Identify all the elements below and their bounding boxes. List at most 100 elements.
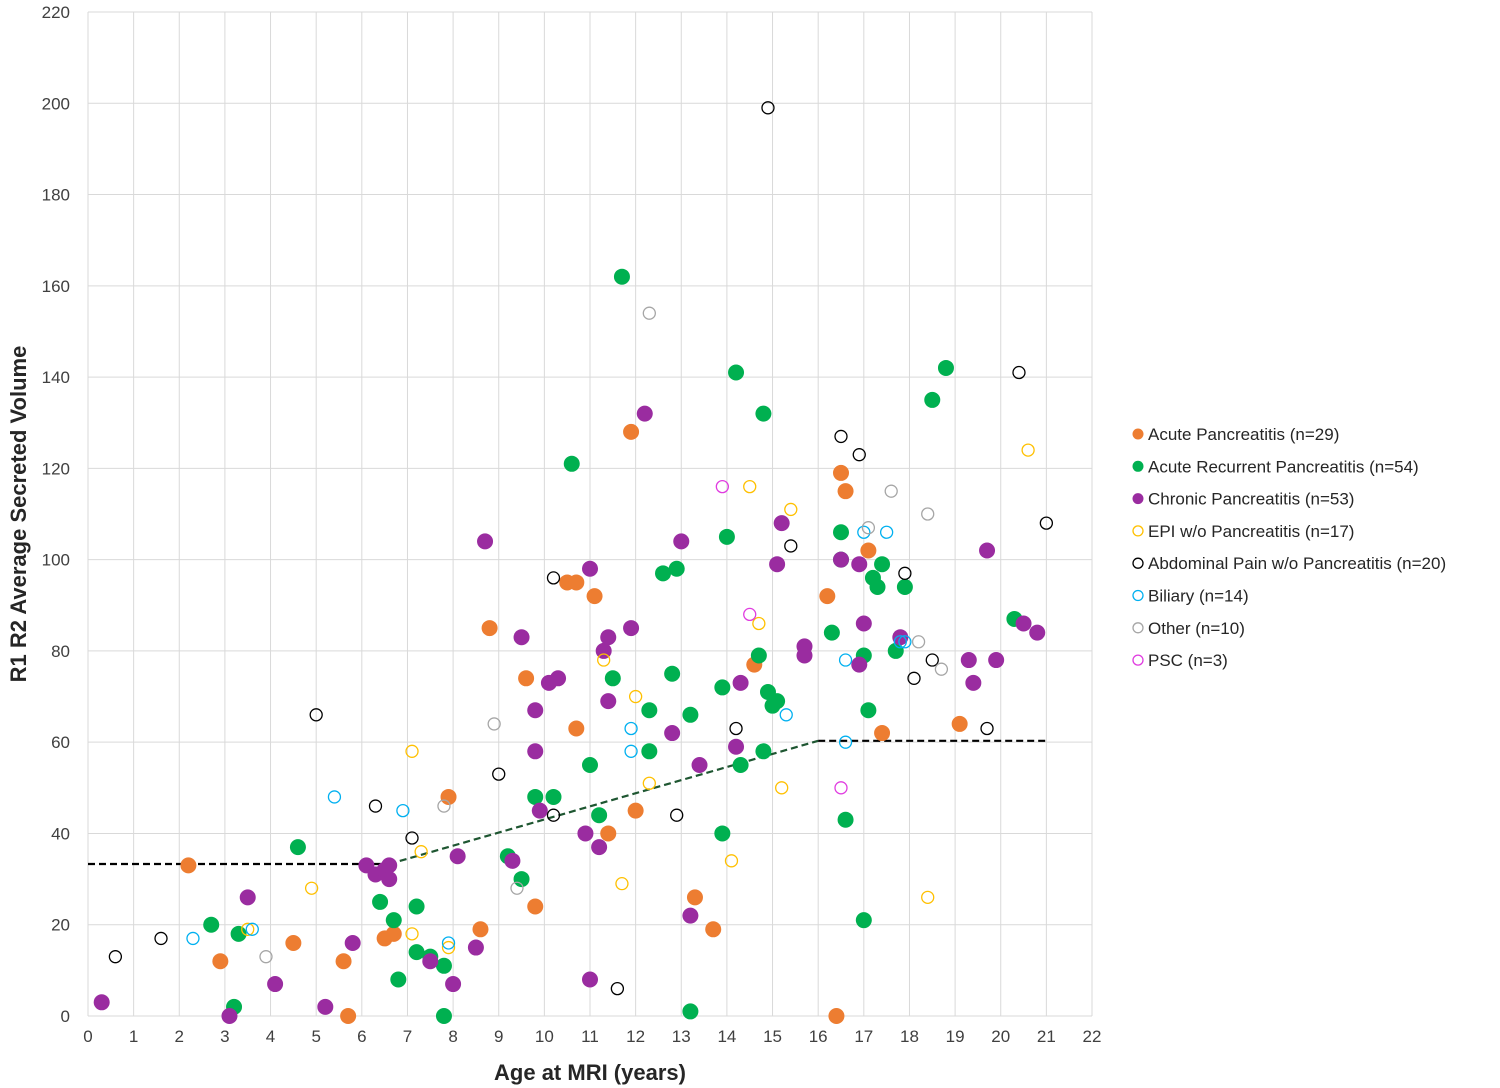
x-tick-label: 20: [991, 1027, 1010, 1046]
data-point: [833, 524, 849, 541]
data-point: [344, 934, 361, 951]
data-point: [724, 854, 739, 868]
x-axis-title: Age at MRI (years): [494, 1060, 686, 1085]
data-point: [714, 679, 731, 696]
data-point: [212, 953, 229, 970]
data-point: [477, 533, 494, 550]
data-point: [624, 721, 638, 736]
data-point: [855, 615, 872, 632]
data-point: [729, 721, 743, 736]
data-point: [624, 744, 638, 758]
data-point: [510, 881, 524, 895]
data-point: [449, 848, 466, 865]
data-point: [887, 642, 904, 659]
data-point: [837, 811, 854, 828]
y-tick-label: 120: [42, 459, 70, 478]
data-point: [718, 528, 735, 545]
data-point: [245, 922, 259, 936]
y-tick-label: 100: [42, 551, 70, 570]
x-tick-label: 19: [946, 1027, 965, 1046]
data-point: [230, 925, 247, 942]
data-point: [641, 743, 658, 760]
data-point: [492, 767, 506, 781]
data-point: [773, 515, 790, 532]
legend-marker: [1132, 654, 1144, 666]
data-point: [550, 670, 567, 687]
data-point: [834, 781, 848, 795]
x-tick-label: 2: [175, 1027, 184, 1046]
data-point: [851, 656, 868, 673]
data-point: [728, 738, 745, 755]
data-point: [582, 971, 598, 988]
data-point: [1021, 443, 1035, 457]
data-point: [705, 921, 722, 938]
data-point: [874, 556, 891, 573]
data-point: [327, 790, 342, 804]
reference-line-segment: [388, 739, 819, 866]
legend-marker: [1132, 557, 1144, 569]
legend-marker: [1132, 493, 1144, 505]
data-point: [728, 364, 745, 381]
data-point: [860, 542, 877, 559]
data-point: [828, 1008, 845, 1024]
data-point: [934, 662, 949, 676]
data-point: [610, 981, 625, 996]
data-point: [642, 306, 656, 320]
data-point: [732, 757, 749, 773]
data-point: [582, 560, 598, 577]
data-point: [907, 671, 921, 685]
data-point: [289, 839, 306, 856]
data-point: [775, 781, 789, 795]
data-point: [154, 931, 168, 946]
data-point: [1015, 615, 1032, 632]
data-point: [874, 725, 891, 742]
data-point: [597, 653, 611, 667]
data-point: [861, 521, 876, 535]
data-point: [527, 743, 544, 760]
data-point: [642, 776, 656, 790]
data-point: [682, 706, 699, 723]
data-point: [414, 845, 428, 859]
data-point: [784, 539, 798, 553]
legend-marker: [1132, 428, 1144, 440]
data-point: [879, 525, 894, 539]
data-point: [546, 571, 561, 585]
x-tick-label: 15: [763, 1027, 782, 1046]
data-point: [304, 881, 319, 895]
x-tick-label: 17: [854, 1027, 873, 1046]
data-point: [743, 479, 757, 494]
data-point: [385, 912, 402, 929]
data-point: [965, 674, 982, 691]
series-5: [186, 525, 912, 950]
x-tick-label: 7: [403, 1027, 412, 1046]
data-point: [668, 560, 685, 577]
data-point: [527, 788, 544, 805]
data-point: [623, 423, 640, 440]
data-point: [405, 744, 419, 758]
series-4: [108, 101, 1054, 996]
y-tick-label: 160: [42, 277, 70, 296]
data-point: [925, 653, 939, 667]
data-point: [600, 825, 617, 842]
data-point: [627, 802, 644, 819]
data-point: [784, 502, 798, 517]
y-tick-label: 40: [51, 824, 70, 843]
data-point: [527, 702, 544, 719]
data-point: [893, 635, 907, 649]
data-point: [531, 802, 548, 819]
data-point: [221, 1008, 238, 1024]
x-tick-labels: 0 1 2 3 4 5 6 7 8 9 10 11 12 13 14 15 16 17 18 19 20 21 22: [83, 1027, 1101, 1046]
data-point: [582, 757, 598, 773]
data-point: [405, 927, 419, 941]
x-tick-label: 18: [900, 1027, 919, 1046]
x-tick-label: 1: [129, 1027, 138, 1046]
data-point: [686, 889, 703, 906]
data-point: [545, 788, 562, 805]
data-point: [664, 725, 681, 742]
data-point: [779, 708, 793, 722]
data-point: [518, 670, 535, 687]
legend-marker: [1132, 525, 1144, 537]
data-point: [833, 551, 849, 568]
data-point: [855, 912, 872, 929]
